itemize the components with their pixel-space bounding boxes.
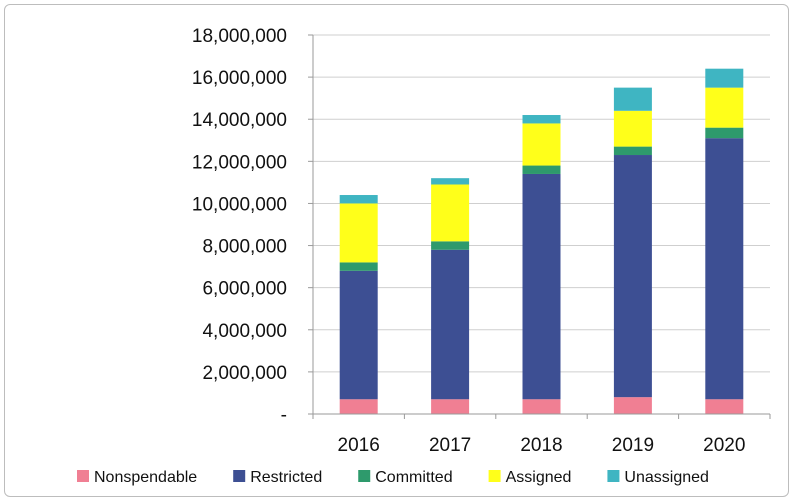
y-tick-label: 16,000,000 xyxy=(192,68,287,89)
bar-unassigned-2020 xyxy=(705,68,744,88)
bar-nonspendable-2017 xyxy=(431,399,470,414)
bar-committed-2016 xyxy=(339,262,378,271)
bar-nonspendable-2018 xyxy=(522,399,561,414)
legend: Nonspendable Restricted Committed Assigned U… xyxy=(77,469,709,486)
legend-item-nonspendable: Nonspendable xyxy=(77,469,197,486)
bar-committed-2018 xyxy=(522,165,561,174)
x-tick-label: 2016 xyxy=(338,435,380,456)
legend-swatch xyxy=(488,470,501,482)
bar-assigned-2016 xyxy=(339,203,378,263)
y-tick-label: 14,000,000 xyxy=(192,110,287,131)
y-tick-label: 4,000,000 xyxy=(202,321,287,342)
x-tick-label: 2019 xyxy=(612,435,654,456)
x-axis-tick-labels: 2016 2017 2018 2019 2020 xyxy=(338,435,746,456)
y-tick-label: 6,000,000 xyxy=(202,279,287,300)
y-tick-label: 2,000,000 xyxy=(202,363,287,384)
legend-label: Committed xyxy=(375,469,452,486)
bar-nonspendable-2020 xyxy=(705,399,744,414)
legend-label: Unassigned xyxy=(624,469,709,486)
bar-assigned-2017 xyxy=(431,184,470,242)
y-tick-label: - xyxy=(281,405,287,426)
legend-item-committed: Committed xyxy=(358,469,453,486)
bar-committed-2017 xyxy=(431,241,470,250)
bars xyxy=(339,68,744,414)
chart-frame xyxy=(4,4,789,497)
legend-swatch xyxy=(77,470,89,482)
bar-assigned-2019 xyxy=(613,110,652,147)
bar-unassigned-2018 xyxy=(522,115,561,124)
legend-swatch xyxy=(233,470,246,482)
bar-assigned-2018 xyxy=(522,123,561,166)
bar-restricted-2018 xyxy=(522,173,561,400)
legend-label: Assigned xyxy=(506,469,572,486)
legend-item-assigned: Assigned xyxy=(488,469,572,486)
y-tick-label: 18,000,000 xyxy=(192,26,287,47)
x-tick-label: 2020 xyxy=(703,435,745,456)
bar-restricted-2017 xyxy=(431,249,470,400)
bar-committed-2020 xyxy=(705,127,744,139)
x-tick-label: 2017 xyxy=(429,435,471,456)
bar-assigned-2020 xyxy=(705,87,744,128)
axes xyxy=(308,34,771,419)
bar-committed-2019 xyxy=(613,146,652,156)
x-tick-label: 2018 xyxy=(520,435,562,456)
bar-unassigned-2017 xyxy=(431,178,470,185)
bar-restricted-2019 xyxy=(613,155,652,398)
y-tick-label: 10,000,000 xyxy=(192,194,287,215)
bar-restricted-2020 xyxy=(705,138,744,400)
y-axis-tick-labels: - 2,000,000 4,000,000 6,000,000 8,000,000 10,… xyxy=(192,26,287,426)
y-tick-label: 12,000,000 xyxy=(192,152,287,173)
legend-item-restricted: Restricted xyxy=(233,469,322,486)
legend-label: Nonspendable xyxy=(94,469,197,486)
bar-nonspendable-2016 xyxy=(339,399,378,414)
legend-swatch xyxy=(358,470,371,482)
legend-item-unassigned: Unassigned xyxy=(607,469,709,486)
y-tick-label: 8,000,000 xyxy=(202,237,287,258)
legend-swatch xyxy=(607,470,620,482)
legend-label: Restricted xyxy=(250,469,322,486)
bar-restricted-2016 xyxy=(339,270,378,400)
bar-unassigned-2016 xyxy=(339,195,378,204)
bar-unassigned-2019 xyxy=(613,87,652,111)
bar-nonspendable-2019 xyxy=(613,397,652,414)
